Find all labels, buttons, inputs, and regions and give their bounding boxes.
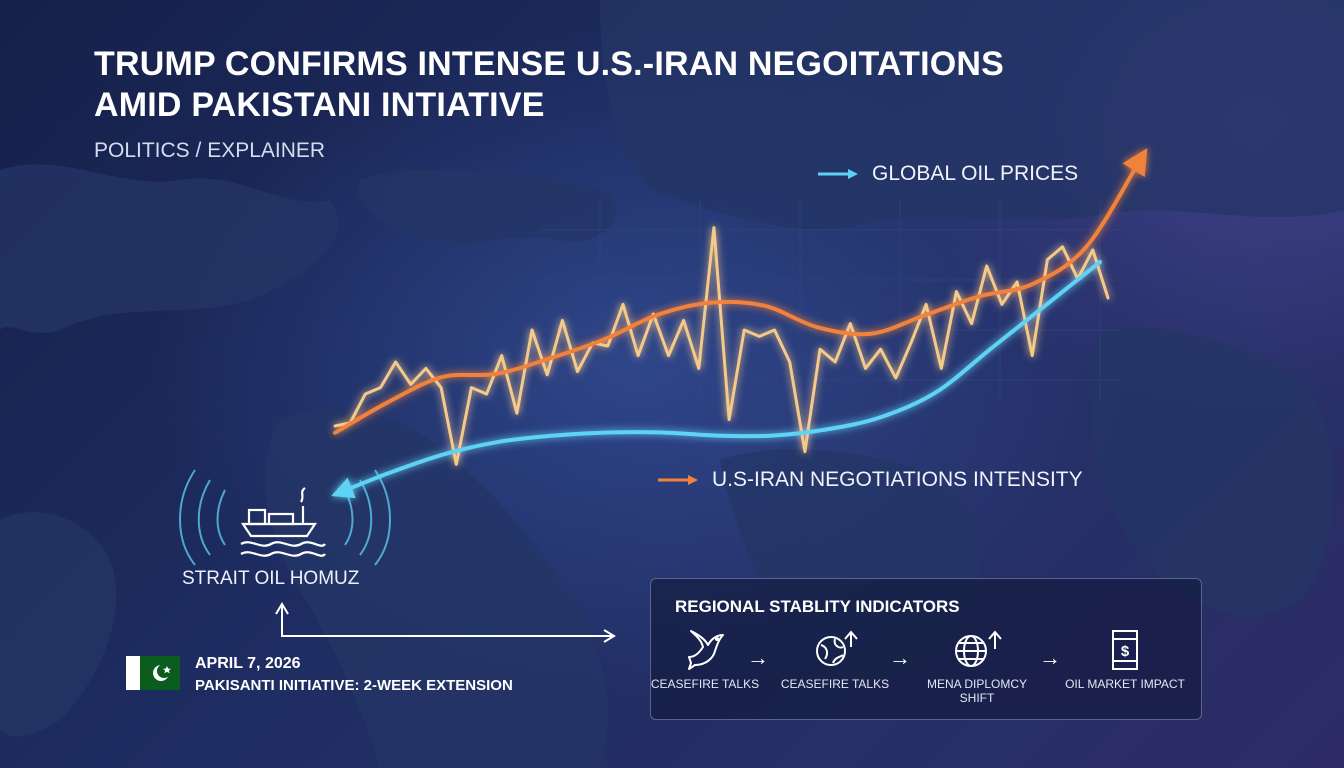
legend-oil-prices: GLOBAL OIL PRICES — [816, 162, 1078, 186]
event-date: APRIL 7, 2026 — [195, 655, 301, 672]
pakistan-flag-icon — [126, 656, 180, 690]
step-arrow-icon: → — [889, 645, 911, 670]
stability-indicators-panel: REGIONAL STABLITY INDICATORS CEASEFIRE T… — [650, 578, 1202, 720]
oil-barrel-dollar-icon: $ — [1112, 630, 1138, 670]
step-arrow-icon: → — [747, 645, 769, 670]
dove-icon — [688, 630, 724, 670]
step-arrow-icon: → — [1039, 645, 1061, 670]
series-arrowhead-2 — [331, 477, 356, 499]
headline-line-2: AMID PAKISTANI INTIATIVE — [94, 86, 545, 124]
headline: TRUMP CONFIRMS INTENSE U.S.-IRAN NEGOITA… — [94, 44, 1194, 126]
headline-line-1: TRUMP CONFIRMS INTENSE U.S.-IRAN NEGOITA… — [94, 45, 1005, 83]
event-detail: PAKISANTI INITIATIVE: 2-WEEK EXTENSION — [195, 677, 513, 694]
series-line-1 — [333, 158, 1142, 435]
indicator-label: MENA DIPLOMCY SHIFT — [926, 677, 1028, 705]
legend-negotiations-label: U.S-IRAN NEGOTIATIONS INTENSITY — [712, 468, 1083, 491]
legend-arrow-icon — [818, 169, 858, 179]
globe-arrow-up-icon — [816, 630, 858, 666]
globe-network-arrow-icon — [955, 630, 1002, 667]
indicator-ceasefire-talks-2: CEASEFIRE TALKS — [775, 627, 895, 691]
legend-oil-prices-label: GLOBAL OIL PRICES — [872, 162, 1079, 185]
indicator-oil-market: $ OIL MARKET IMPACT — [1065, 627, 1185, 691]
indicator-ceasefire-talks: CEASEFIRE TALKS — [645, 627, 765, 691]
panel-title: REGIONAL STABLITY INDICATORS — [675, 597, 960, 616]
indicator-mena-diplomacy: MENA DIPLOMCY SHIFT — [917, 627, 1037, 705]
series-line-2 — [333, 260, 1102, 497]
indicator-label: OIL MARKET IMPACT — [1065, 677, 1185, 691]
oil-tanker-icon — [179, 469, 391, 566]
legend-arrow-icon — [658, 475, 698, 485]
legend-negotiations: U.S-IRAN NEGOTIATIONS INTENSITY — [656, 468, 1083, 492]
indicator-label: CEASEFIRE TALKS — [650, 677, 760, 691]
series-arrowhead-1 — [1122, 148, 1148, 178]
indicator-label: CEASEFIRE TALKS — [780, 677, 890, 691]
strait-label: STRAIT OIL HOMUZ — [182, 568, 360, 589]
category-label: POLITICS / EXPLAINER — [94, 139, 326, 162]
svg-text:$: $ — [1121, 643, 1130, 660]
